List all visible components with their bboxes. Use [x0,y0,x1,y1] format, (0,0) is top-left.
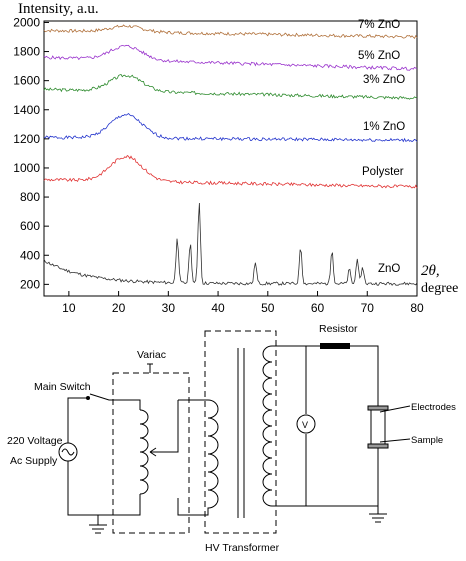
ground-icon [89,524,107,534]
supply-label-line2: Ac Supply [10,455,58,467]
hv-secondary-coil [262,345,273,507]
hv-core [237,348,245,518]
main-switch-label: Main Switch [34,381,91,393]
ticks-layer: 10 20 30 40 50 60 70 80 200 400 600 800 1000 1200 1400… [13,15,424,315]
y-axis-label: Intensity, a.u. [18,1,99,17]
y-tick-label: 1800 [13,45,40,59]
series-line [43,155,418,189]
x-tick-label: 70 [361,301,375,315]
y-tick-label: 400 [20,248,40,262]
output-wire-bottom [272,448,379,514]
hv-transformer-label: HV Transformer [205,542,280,554]
hv-primary-coil [177,399,219,516]
variac-wiper [150,400,179,453]
y-tick-label: 800 [20,190,40,204]
y-tick-label: 1400 [13,103,40,117]
supply-wire-top [67,393,141,426]
resistor-label: Resistor [319,323,358,335]
y-tick-label: 1200 [13,132,40,146]
variac-box [112,372,190,534]
ground-icon [369,513,387,523]
circuit-diagram: Variac Main Switch 220 Voltage Ac Supply… [7,323,456,554]
variac-coil [139,409,149,495]
series-line [43,74,418,100]
variac-label: Variac [137,349,166,361]
y-tick-label: 600 [20,219,40,233]
series-label: 3% ZnO [363,74,405,86]
series-layer: 7% ZnO 5% ZnO 3% ZnO 1% ZnO Polyster ZnO [43,19,418,286]
electrodes-label: Electrodes [411,402,456,413]
supply-label-line1: 220 Voltage [7,435,63,447]
hv-transformer-box [204,330,277,534]
y-tick-label: 200 [20,277,40,291]
x-tick-label: 30 [162,301,176,315]
series-label: 7% ZnO [358,19,400,31]
xrd-chart: Intensity, a.u. 7% ZnO 5% ZnO 3% ZnO 1% ZnO… [13,1,458,315]
plot-frame [43,20,418,297]
variac-knob-icon [147,363,153,373]
sample-leader [379,405,411,443]
y-tick-label: 1000 [13,161,40,175]
series-label: Polyster [362,166,404,178]
switch-contact [86,396,90,400]
series-label: ZnO [378,263,400,275]
x-tick-label: 40 [211,301,225,315]
x-tick-label: 10 [62,301,76,315]
resistor [320,343,350,349]
x-axis-unit: degree [421,281,458,296]
x-tick-label: 50 [261,301,275,315]
y-tick-label: 2000 [13,15,40,29]
variac-wiper-arrow-icon [149,447,157,457]
series-line [43,24,418,39]
sample-label: Sample [411,435,443,446]
series-label: 1% ZnO [363,121,405,133]
x-tick-label: 60 [311,301,325,315]
y-tick-label: 1600 [13,74,40,88]
series-line [43,202,418,286]
x-axis-symbol: 2θ, [421,263,440,279]
voltmeter [296,414,316,434]
voltmeter-label: V [302,420,308,430]
series-line [43,44,418,71]
x-tick-label: 20 [112,301,126,315]
series-line [43,112,418,143]
electrode-top [367,405,389,411]
x-tick-label: 80 [410,301,424,315]
ac-wave-icon [61,448,75,456]
series-label: 5% ZnO [358,50,400,62]
output-wire-top [272,345,379,406]
electrode-bottom [367,443,389,449]
supply-wire-bottom [67,468,141,525]
